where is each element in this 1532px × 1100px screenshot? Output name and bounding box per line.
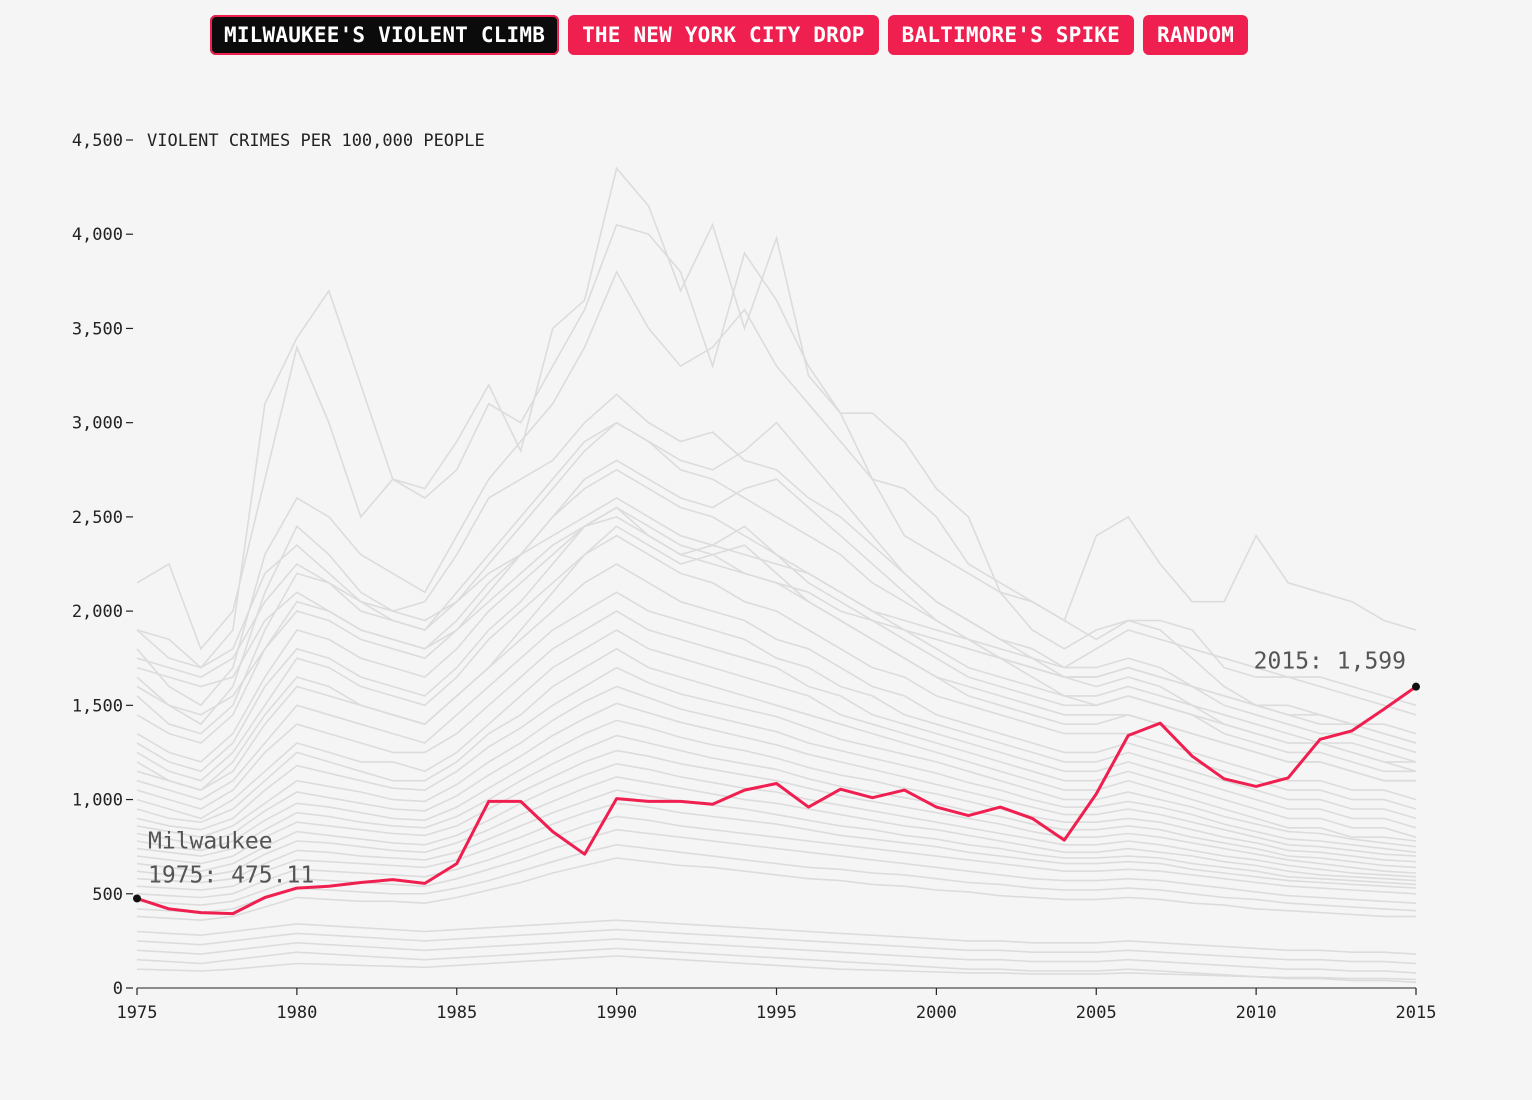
background-series-line[interactable] <box>136 938 1417 974</box>
y-tick-label: 3,500 <box>72 319 123 339</box>
background-series-line[interactable] <box>136 459 1417 763</box>
background-series-line[interactable] <box>136 610 1417 829</box>
background-series-line[interactable] <box>136 525 1416 791</box>
start-value-label: 1975: 475.11 <box>148 862 314 888</box>
background-series-line[interactable] <box>136 506 1416 782</box>
y-axis-ticks: 0 500 1,000 1,500 2,000 2,500 3,000 3,500 4,000 4… <box>72 131 133 999</box>
x-tick-label: 1990 <box>596 1003 637 1023</box>
background-series-line[interactable] <box>136 393 1417 754</box>
x-tick-label: 2015 <box>1396 1003 1437 1023</box>
x-tick-label: 1995 <box>756 1003 797 1023</box>
background-city-lines <box>136 166 1417 984</box>
y-tick-label: 4,500 <box>72 131 123 151</box>
tab-random[interactable]: RANDOM <box>1142 15 1249 55</box>
highlight-series-line[interactable] <box>136 685 1417 916</box>
y-tick-label: 3,000 <box>72 414 123 434</box>
scenario-tabs: MILWAUKEE'S VIOLENT CLIMB THE NEW YORK C… <box>210 15 1249 55</box>
y-axis-label: VIOLENT CRIMES PER 100,000 PEOPLE <box>147 131 485 151</box>
background-series-line[interactable] <box>136 815 1417 899</box>
background-series-line[interactable] <box>136 647 1417 842</box>
background-series-line[interactable] <box>136 506 1417 773</box>
end-value-label: 2015: 1,599 <box>1254 649 1406 675</box>
background-series-line[interactable] <box>136 591 1417 820</box>
background-series-line[interactable] <box>136 421 1417 744</box>
y-tick-label: 500 <box>92 885 123 905</box>
tab-milwaukee[interactable]: MILWAUKEE'S VIOLENT CLIMB <box>210 15 560 55</box>
background-series-line[interactable] <box>136 919 1417 955</box>
background-series-line[interactable] <box>136 955 1417 981</box>
x-tick-label: 1980 <box>276 1003 317 1023</box>
background-series-line[interactable] <box>136 928 1417 965</box>
background-series-line[interactable] <box>136 719 1417 863</box>
background-series-line[interactable] <box>136 802 1417 891</box>
background-series-line[interactable] <box>136 776 1417 882</box>
y-tick-label: 0 <box>113 979 123 999</box>
background-series-line[interactable] <box>136 666 1417 848</box>
x-tick-label: 1985 <box>436 1003 477 1023</box>
x-tick-label: 2010 <box>1236 1003 1277 1023</box>
background-series-line[interactable] <box>136 789 1417 886</box>
x-tick-label: 2000 <box>916 1003 957 1023</box>
background-series-line[interactable] <box>136 828 1417 906</box>
axes: 0 500 1,000 1,500 2,000 2,500 3,000 3,500 4,000 4… <box>72 131 1437 1023</box>
background-series-line[interactable] <box>136 857 1416 922</box>
y-tick-label: 1,500 <box>72 696 123 716</box>
x-tick-label: 2005 <box>1076 1003 1117 1023</box>
background-series-line[interactable] <box>136 421 1416 763</box>
start-city-label: Milwaukee <box>148 828 273 854</box>
background-series-line[interactable] <box>136 685 1417 854</box>
x-axis-ticks: 1975 1980 1985 1990 1995 2000 2005 2010 2015 <box>117 988 1437 1023</box>
tab-baltimore[interactable]: BALTIMORE'S SPIKE <box>887 15 1134 55</box>
background-series-line[interactable] <box>136 762 1417 878</box>
background-series-line[interactable] <box>136 516 1417 735</box>
background-series-line[interactable] <box>136 702 1417 857</box>
tab-new-york[interactable]: THE NEW YORK CITY DROP <box>568 15 879 55</box>
y-tick-label: 2,000 <box>72 602 123 622</box>
background-series-line[interactable] <box>136 629 1417 838</box>
background-series-line[interactable] <box>136 843 1417 914</box>
background-series-line[interactable] <box>136 166 1417 651</box>
background-series-line[interactable] <box>136 749 1417 874</box>
background-series-line[interactable] <box>136 947 1417 984</box>
background-series-line[interactable] <box>136 223 1417 716</box>
background-series-line[interactable] <box>136 534 1417 801</box>
start-point[interactable] <box>133 894 141 903</box>
end-point[interactable] <box>1412 682 1420 691</box>
y-tick-label: 2,500 <box>72 508 123 528</box>
background-series-line[interactable] <box>136 270 1417 744</box>
x-tick-label: 1975 <box>117 1003 158 1023</box>
y-tick-label: 4,000 <box>72 225 123 245</box>
background-series-line[interactable] <box>136 497 1417 707</box>
y-tick-label: 1,000 <box>72 791 123 811</box>
background-series-line[interactable] <box>136 734 1417 869</box>
